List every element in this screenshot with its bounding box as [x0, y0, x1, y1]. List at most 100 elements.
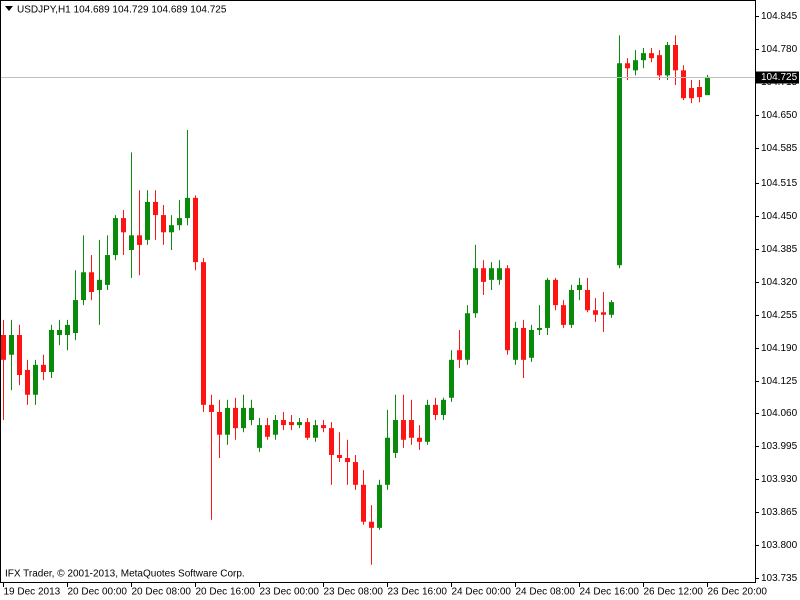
candle-body — [537, 327, 542, 330]
candle-body — [169, 225, 174, 233]
candle-body — [233, 407, 238, 429]
candle-body — [225, 407, 230, 435]
candle-body — [361, 484, 366, 522]
candle-body — [185, 197, 190, 219]
candle-body — [33, 364, 38, 395]
candle-body — [601, 312, 606, 315]
x-tick-label: 24 Dec 16:00 — [580, 587, 640, 598]
candle-body — [161, 215, 166, 233]
x-tick-label: 23 Dec 16:00 — [388, 587, 448, 598]
candle-body — [505, 268, 510, 351]
candle-body — [425, 404, 430, 442]
candle-body — [625, 63, 630, 69]
x-tick-label: 23 Dec 08:00 — [324, 587, 384, 598]
candle-body — [417, 437, 422, 442]
candle-body — [153, 201, 158, 216]
candle-body — [337, 454, 342, 459]
candle-body — [545, 279, 550, 328]
candle-body — [65, 324, 70, 336]
candle-body — [313, 425, 318, 438]
candle-body — [297, 422, 302, 426]
menu-triangle — [5, 6, 13, 11]
candle-body — [585, 289, 590, 311]
candle-body — [73, 300, 78, 333]
candle-body — [281, 420, 286, 426]
candle-body — [257, 425, 262, 448]
candle-body — [89, 272, 94, 292]
candle-body — [289, 422, 294, 426]
candle-body — [649, 53, 654, 59]
y-tick-label: 104.385 — [761, 244, 798, 255]
candle-body — [433, 404, 438, 415]
candle-body — [457, 350, 462, 360]
candle-body — [689, 88, 694, 99]
y-tick-label: 104.125 — [761, 376, 798, 387]
x-tick-label: 26 Dec 12:00 — [644, 587, 704, 598]
candle-body — [273, 420, 278, 435]
candle-body — [345, 458, 350, 463]
candle-body — [145, 201, 150, 240]
candle-body — [641, 53, 646, 61]
candle-body — [473, 268, 478, 314]
candle-body — [553, 279, 558, 306]
y-tick-label: 104.450 — [761, 211, 798, 222]
candle-body — [521, 327, 526, 360]
mark-layer — [1, 35, 755, 565]
candle-body — [57, 329, 62, 336]
candle-body — [497, 268, 502, 280]
candle-body — [329, 428, 334, 455]
candle-body — [385, 437, 390, 485]
candle-body — [25, 369, 30, 395]
candle-body — [1, 335, 6, 360]
candle-body — [105, 255, 110, 285]
candle-body — [441, 399, 446, 415]
candle-body — [697, 87, 702, 98]
candle-body — [409, 420, 414, 438]
candle-body — [569, 289, 574, 325]
candle-body — [209, 404, 214, 412]
x-tick-label: 23 Dec 00:00 — [260, 587, 320, 598]
chart-title: USDJPY,H1 104.689 104.729 104.689 104.72… — [17, 5, 227, 16]
y-tick-label: 103.800 — [761, 540, 798, 551]
x-tick-label: 19 Dec 2013 — [4, 587, 61, 598]
candle-body — [113, 218, 118, 256]
y-tick-label: 104.780 — [761, 44, 798, 55]
y-tick-label: 103.995 — [761, 441, 798, 452]
x-tick-label: 26 Dec 20:00 — [708, 587, 768, 598]
y-tick-label: 104.060 — [761, 408, 798, 419]
y-tick-label: 104.255 — [761, 310, 798, 321]
candle-body — [193, 197, 198, 263]
y-tick-label: 103.865 — [761, 507, 798, 518]
candle-body — [241, 407, 246, 429]
y-tick-label: 103.735 — [761, 573, 798, 584]
candle-body — [513, 327, 518, 360]
candle-body — [137, 235, 142, 245]
x-tick-label: 20 Dec 16:00 — [196, 587, 256, 598]
candle-body — [657, 55, 662, 76]
candle-body — [17, 335, 22, 376]
candle-body — [633, 60, 638, 71]
candle-body — [393, 420, 398, 453]
watermark: IFX Trader, © 2001-2013, MetaQuotes Soft… — [5, 569, 245, 580]
candle-body — [9, 335, 14, 355]
x-tick-label: 20 Dec 08:00 — [132, 587, 192, 598]
y-tick-label: 104.650 — [761, 110, 798, 121]
candle-body — [561, 305, 566, 325]
x-tick-label: 20 Dec 00:00 — [68, 587, 128, 598]
candle-body — [377, 484, 382, 528]
candle-body — [129, 235, 134, 250]
candle-body — [321, 425, 326, 429]
candle-body — [401, 420, 406, 440]
candle-body — [81, 272, 86, 301]
y-tick-label: 104.190 — [761, 343, 798, 354]
candle-body — [449, 359, 454, 398]
candle-body — [705, 76, 710, 96]
y-tick-label: 104.845 — [761, 11, 798, 22]
candle-body — [665, 45, 670, 76]
candle-body — [577, 284, 582, 290]
candle-body — [49, 329, 54, 372]
candle-body — [609, 302, 614, 315]
candle-body — [673, 45, 678, 71]
